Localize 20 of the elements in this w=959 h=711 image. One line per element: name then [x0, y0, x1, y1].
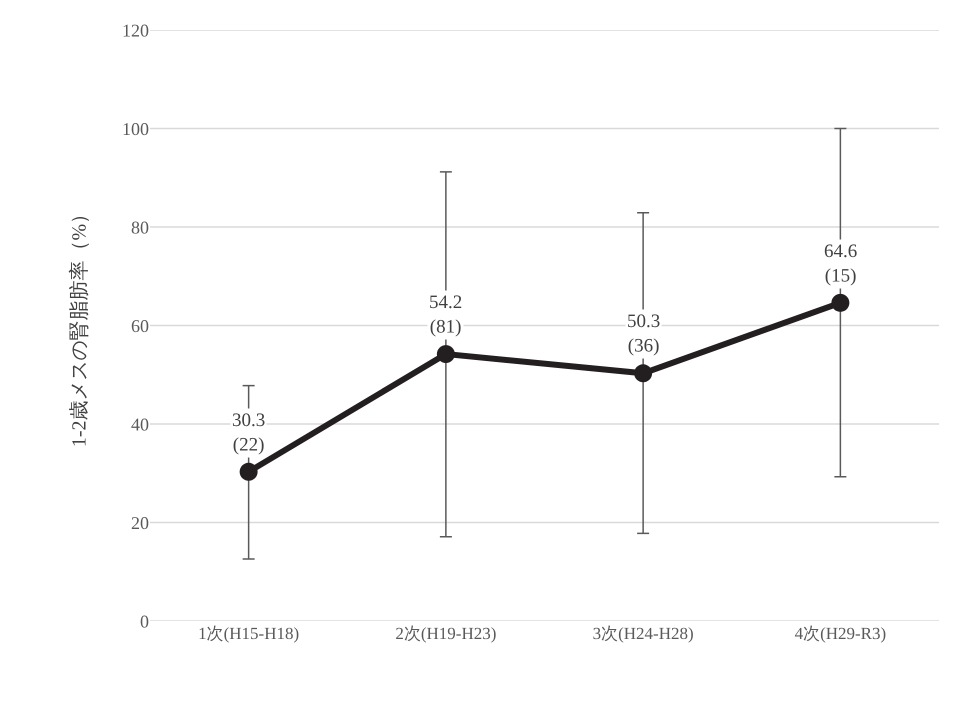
y-tick-label: 40: [131, 414, 149, 434]
y-tick-label: 60: [131, 316, 149, 336]
data-label: 64.6 (15): [824, 241, 858, 287]
point: [240, 462, 258, 481]
x-tick-label: 4次(H29-R3): [794, 624, 886, 643]
data-label: 30.3 (22): [232, 410, 266, 456]
x-tick-label: 1次(H15-H18): [198, 624, 300, 643]
x-tick-label: 3次(H24-H28): [592, 624, 694, 643]
data-label: 54.2 (81): [429, 292, 462, 338]
data-label: 50.3 (36): [627, 311, 660, 357]
x-tick-label: 2次(H19-H23): [395, 624, 496, 643]
y-tick-label: 20: [131, 512, 149, 533]
y-tick-label: 0: [140, 611, 149, 632]
y-axis-title: 1-2歳メスの腎脂肪率（%）: [68, 204, 90, 448]
point: [831, 294, 850, 312]
y-tick-label: 120: [122, 20, 149, 40]
point: [436, 345, 455, 364]
y-tick-label: 100: [122, 118, 149, 139]
y-tick-label: 80: [131, 217, 149, 238]
point: [634, 364, 652, 382]
